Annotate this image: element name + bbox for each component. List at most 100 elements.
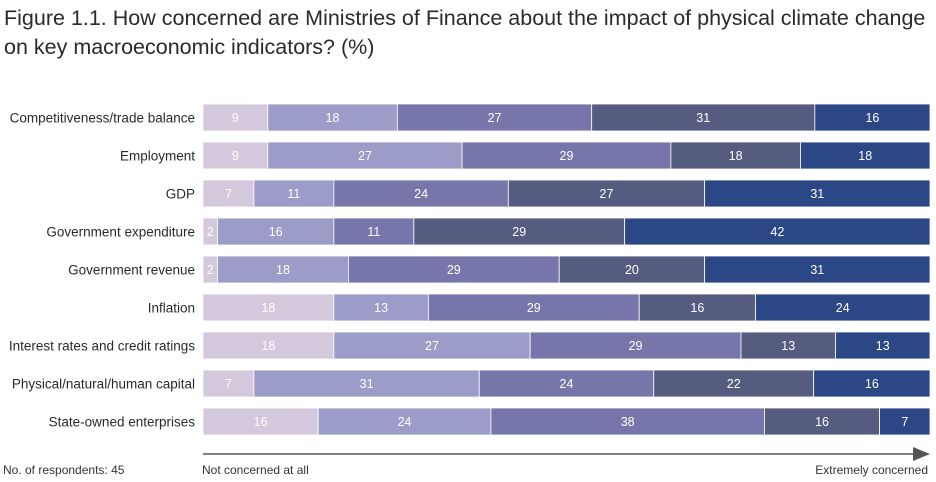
axis-label-left: Not concerned at all (202, 463, 309, 477)
data-label: 31 (696, 111, 710, 125)
data-label: 29 (512, 225, 526, 239)
bar-segment (814, 103, 931, 132)
category-label: Government revenue (68, 263, 195, 278)
data-label: 24 (398, 415, 412, 429)
category-label: Government expenditure (46, 225, 195, 240)
bar-segment (755, 293, 931, 322)
bar-segment (558, 255, 706, 284)
bar-segment (217, 217, 335, 246)
data-label: 42 (770, 225, 784, 239)
data-label: 31 (360, 377, 374, 391)
bar-segment (202, 141, 269, 170)
bar-segment (347, 255, 560, 284)
axis-arrowhead (913, 447, 930, 461)
bar-segment (624, 217, 931, 246)
bar-segment (653, 369, 815, 398)
bar-segment (704, 255, 931, 284)
data-label: 20 (625, 263, 639, 277)
chart-title: Figure 1.1. How concerned are Ministries… (4, 6, 926, 59)
category-label: Inflation (148, 301, 195, 316)
concern-axis-arrow (203, 447, 930, 461)
data-label: 27 (425, 339, 439, 353)
axis-label-right: Extremely concerned (815, 463, 928, 477)
bar-segment (740, 331, 836, 360)
data-label: 29 (527, 301, 541, 315)
bar-segment (202, 179, 255, 208)
data-label: 24 (414, 187, 428, 201)
bar-segment (202, 103, 269, 132)
data-label: 18 (858, 149, 872, 163)
bar-segment (333, 179, 509, 208)
bar-segment (333, 217, 415, 246)
bar-segment (267, 141, 463, 170)
bar-segment (253, 369, 480, 398)
data-label: 24 (836, 301, 850, 315)
data-label: 27 (488, 111, 502, 125)
data-label: 27 (358, 149, 372, 163)
data-label: 9 (232, 111, 239, 125)
bar-segment (591, 103, 816, 132)
data-label: 13 (374, 301, 388, 315)
data-label: 11 (367, 225, 380, 239)
data-label: 16 (865, 111, 879, 125)
data-label: 27 (600, 187, 614, 201)
data-label: 7 (901, 415, 908, 429)
category-label: Competitiveness/trade balance (10, 111, 195, 126)
data-label: 13 (781, 339, 795, 353)
data-label: 18 (261, 301, 275, 315)
category-labels: Competitiveness/trade balance Employment G… (9, 111, 195, 430)
bar-segment (461, 141, 672, 170)
data-label: 16 (690, 301, 704, 315)
bars: 9 18 27 31 16 9 27 29 18 18 7 11 24 27 31 2 16 11 29 42 2 18 2… (202, 103, 931, 436)
category-label: State-owned enterprises (49, 415, 196, 430)
bar-segment (529, 331, 742, 360)
bar-segment (413, 217, 626, 246)
data-label: 16 (865, 377, 879, 391)
data-label: 18 (729, 149, 743, 163)
bar-segment (217, 255, 349, 284)
bar-segment (427, 293, 640, 322)
data-label: 31 (810, 263, 824, 277)
bar-segment (202, 331, 335, 360)
bar-segment (253, 179, 335, 208)
data-label: 29 (629, 339, 643, 353)
data-label: 2 (207, 225, 214, 239)
category-label: Physical/natural/human capital (12, 377, 195, 392)
data-label: 22 (727, 377, 741, 391)
data-label: 16 (269, 225, 283, 239)
bar-segment (800, 141, 931, 170)
data-label: 18 (276, 263, 290, 277)
bar-segment (704, 179, 931, 208)
data-label: 7 (225, 377, 232, 391)
category-label: GDP (166, 187, 195, 202)
bar-segment (835, 331, 931, 360)
bar-segment (507, 179, 706, 208)
category-label: Interest rates and credit ratings (9, 339, 195, 354)
category-label: Employment (120, 149, 195, 164)
data-label: 9 (232, 149, 239, 163)
respondents-note: No. of respondents: 45 (3, 463, 125, 477)
data-label: 29 (447, 263, 461, 277)
data-label: 11 (287, 187, 300, 201)
bar-segment (490, 407, 765, 436)
data-label: 16 (254, 415, 268, 429)
bar-segment (879, 407, 931, 436)
bar-segment (202, 293, 335, 322)
data-label: 29 (560, 149, 574, 163)
data-label: 31 (810, 187, 824, 201)
data-label: 16 (815, 415, 829, 429)
bar-segment (670, 141, 801, 170)
bar-segment (638, 293, 756, 322)
data-label: 18 (326, 111, 340, 125)
bar-segment (317, 407, 492, 436)
data-label: 13 (876, 339, 890, 353)
bar-segment (478, 369, 655, 398)
bar-segment (764, 407, 881, 436)
data-label: 24 (560, 377, 574, 391)
data-label: 18 (261, 339, 275, 353)
bar-segment (333, 331, 531, 360)
data-label: 7 (225, 187, 232, 201)
data-label: 2 (207, 263, 214, 277)
bar-segment (813, 369, 931, 398)
